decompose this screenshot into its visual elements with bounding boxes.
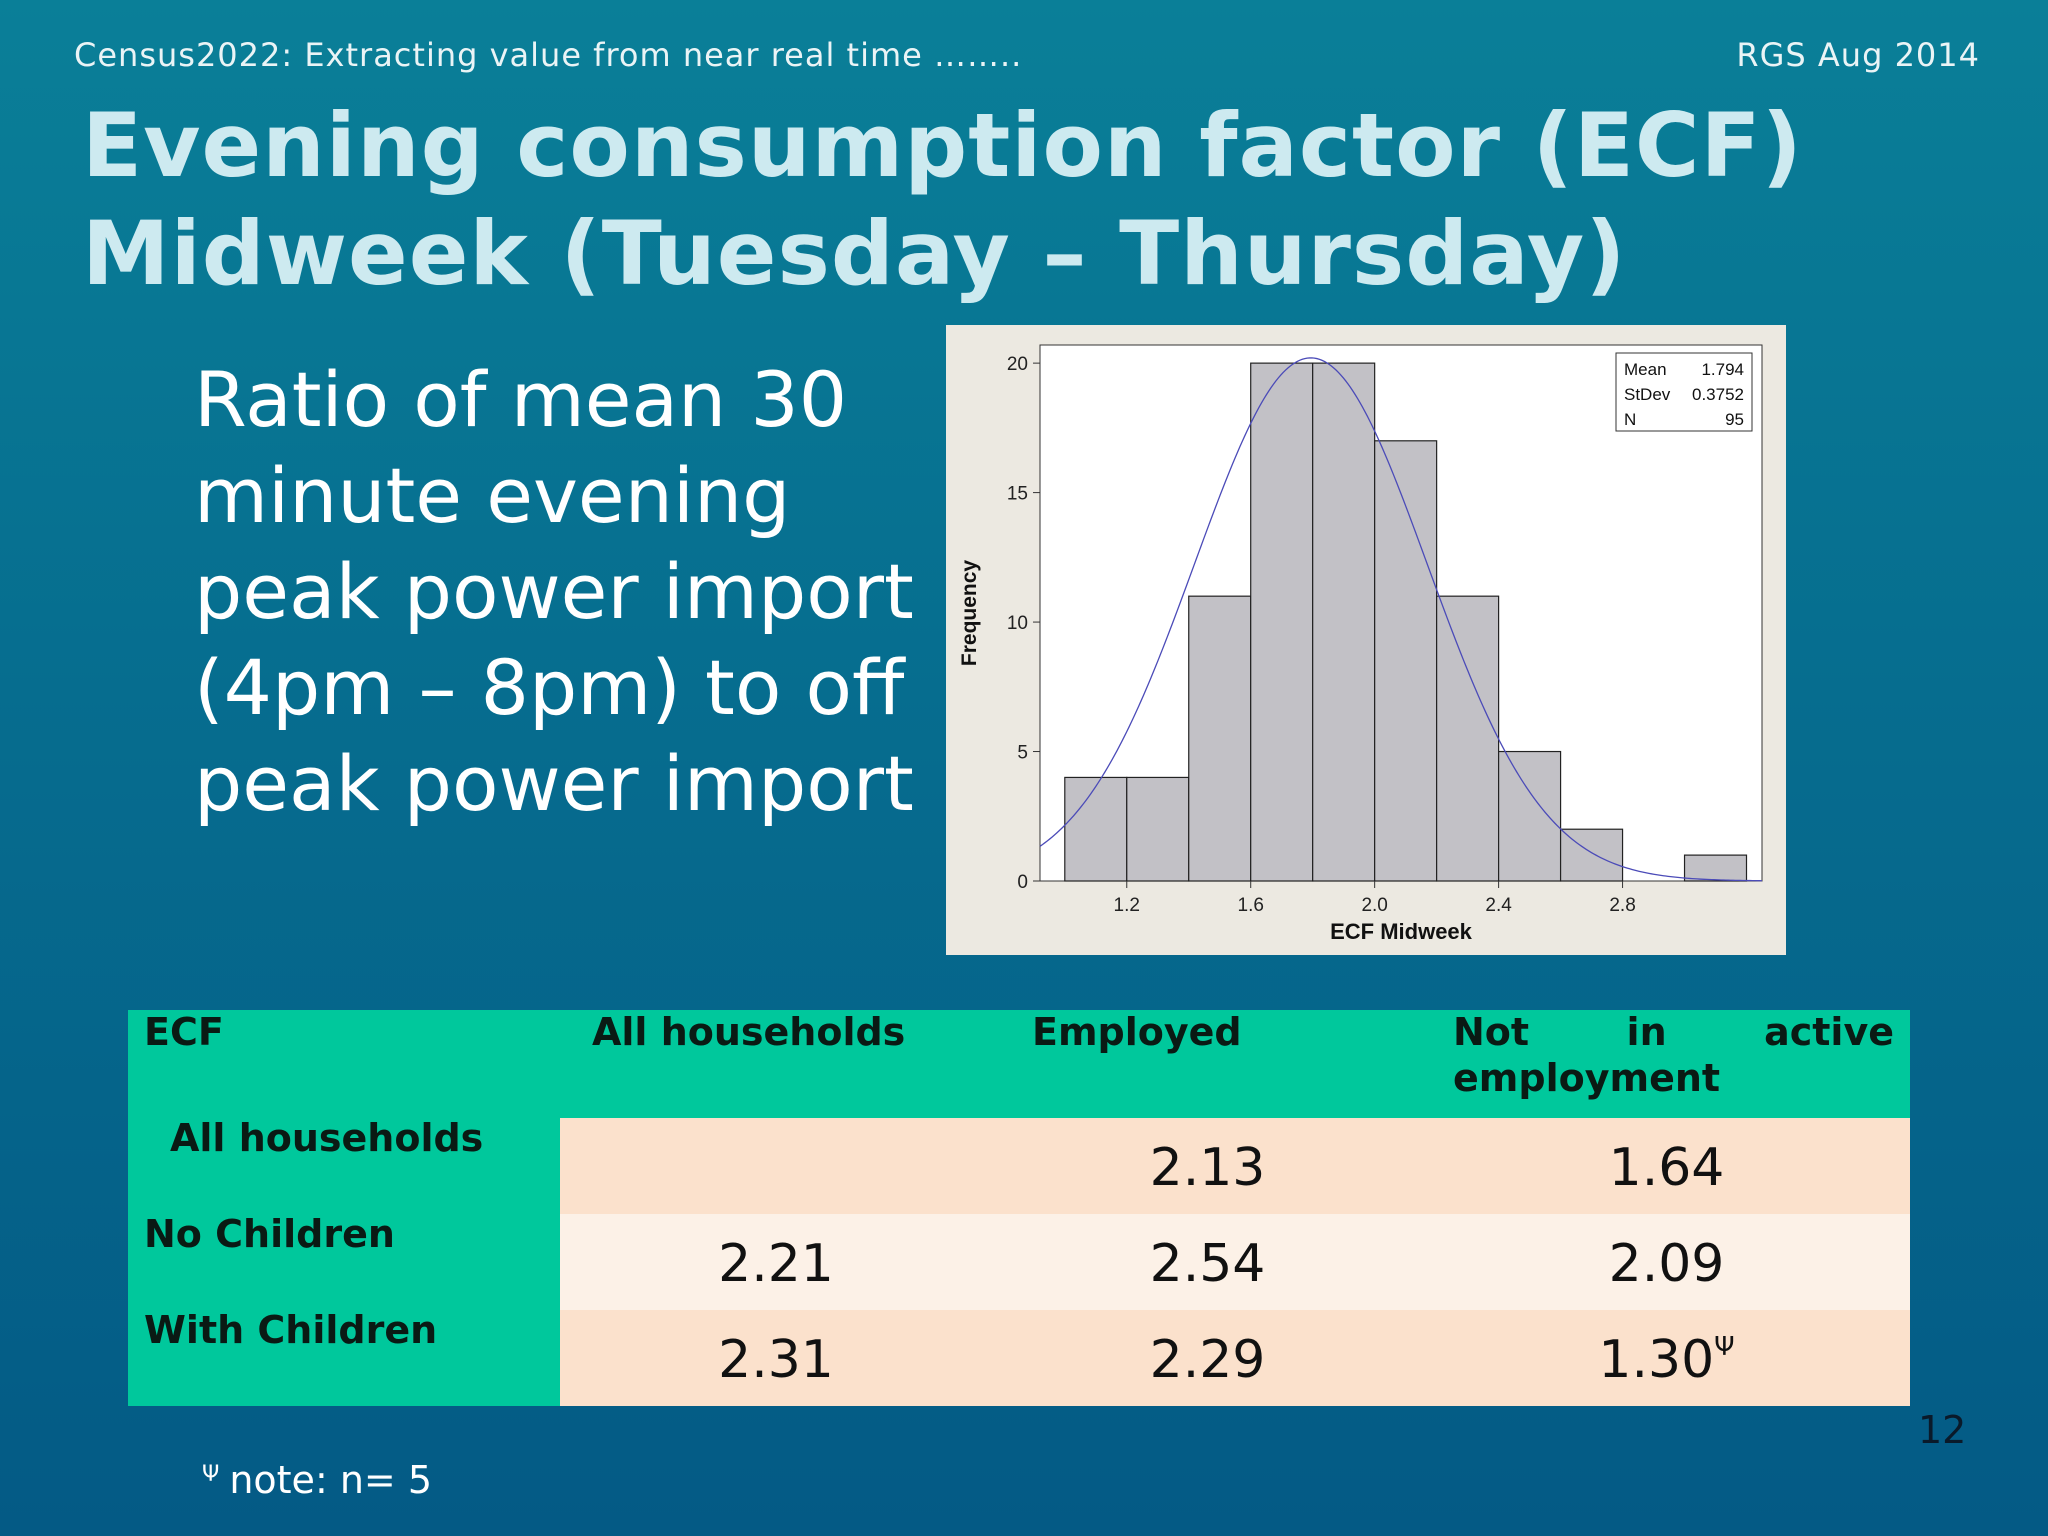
cell-with-children-not-employed: 1.30Ψ	[1423, 1310, 1910, 1406]
page-number: 12	[1918, 1408, 1967, 1452]
y-tick-label: 10	[1007, 613, 1028, 634]
x-tick-label: 2.4	[1485, 895, 1512, 916]
footnote-psi-symbol: Ψ	[202, 1462, 220, 1487]
row-label-all-households: All households	[128, 1116, 560, 1214]
cell-no-children-all: 2.21	[560, 1214, 992, 1310]
y-tick-label: 20	[1007, 354, 1028, 375]
row-label-no-children: No Children	[128, 1212, 560, 1310]
slide-title-line-1: Evening consumption factor (ECF)	[82, 94, 1803, 197]
histogram-bar	[1188, 595, 1252, 882]
cell-no-children-not-employed: 2.09	[1423, 1214, 1910, 1310]
y-tick-label: 15	[1007, 484, 1028, 505]
cell-all-households-employed: 2.13	[992, 1118, 1423, 1214]
x-tick-label: 1.6	[1238, 895, 1264, 916]
psi-superscript: Ψ	[1714, 1332, 1735, 1362]
header-event-date: RGS Aug 2014	[1736, 36, 1980, 74]
cell-all-households-not-employed: 1.64	[1423, 1118, 1910, 1214]
stats-value: 1.794	[1701, 360, 1744, 379]
header-presentation-title: Census2022: Extracting value from near r…	[74, 36, 1023, 74]
stats-value: 0.3752	[1692, 385, 1744, 404]
table-row: With Children 2.31 2.29 1.30Ψ	[128, 1308, 1910, 1406]
table-header-not-in-employment: Not in active employment	[1423, 1010, 1910, 1118]
table-row: No Children 2.21 2.54 2.09	[128, 1212, 1910, 1310]
stats-label: N	[1624, 410, 1636, 429]
ecf-summary-table: ECF All households Employed Not in active …	[128, 1010, 1910, 1406]
row-label-with-children: With Children	[128, 1308, 560, 1406]
ecf-histogram-panel: 1.2 1.6 2.0 2.4 2.8 0 5 10 15 20 ECF Midweek Freque…	[946, 325, 1786, 955]
table-header-row: ECF All households Employed Not in active …	[128, 1010, 1910, 1118]
table-row: All households 2.13 1.64	[128, 1116, 1910, 1214]
histogram-bar	[1683, 854, 1748, 882]
y-tick-label: 5	[1017, 743, 1028, 764]
stats-value: 95	[1725, 410, 1744, 429]
ecf-histogram-chart: 1.2 1.6 2.0 2.4 2.8 0 5 10 15 20 ECF Midweek Freque…	[958, 344, 1763, 944]
y-tick-label: 0	[1017, 872, 1028, 893]
histogram-bar	[1126, 776, 1190, 882]
stats-label: StDev	[1624, 385, 1671, 404]
slide-title-line-2: Midweek (Tuesday – Thursday)	[82, 202, 1627, 305]
table-header-ecf: ECF	[128, 1010, 560, 1118]
x-tick-label: 1.2	[1114, 895, 1140, 916]
slide-title: Evening consumption factor (ECF) Midweek…	[82, 92, 1803, 308]
histogram-bar	[1436, 595, 1500, 882]
x-axis-label: ECF Midweek	[1330, 919, 1473, 944]
table-header-employed: Employed	[992, 1010, 1423, 1118]
normal-fit-curve	[1039, 357, 1763, 882]
y-axis-label: Frequency	[958, 560, 981, 667]
histogram-bar	[1250, 362, 1314, 882]
cell-no-children-employed: 2.54	[992, 1214, 1423, 1310]
cell-with-children-employed: 2.29	[992, 1310, 1423, 1406]
x-tick-label: 2.8	[1609, 895, 1635, 916]
x-tick-label: 2.0	[1361, 895, 1387, 916]
histogram-bar	[1374, 440, 1438, 882]
table-header-all-households: All households	[560, 1010, 992, 1118]
histogram-bar	[1312, 362, 1376, 882]
histogram-bar	[1064, 776, 1128, 882]
histogram-bar	[1498, 750, 1562, 882]
ecf-definition-text: Ratio of mean 30 minute evening peak pow…	[194, 355, 914, 828]
stats-legend-box	[1615, 352, 1753, 432]
cell-all-households-all	[560, 1118, 992, 1214]
cell-with-children-all: 2.31	[560, 1310, 992, 1406]
stats-label: Mean	[1624, 360, 1667, 379]
